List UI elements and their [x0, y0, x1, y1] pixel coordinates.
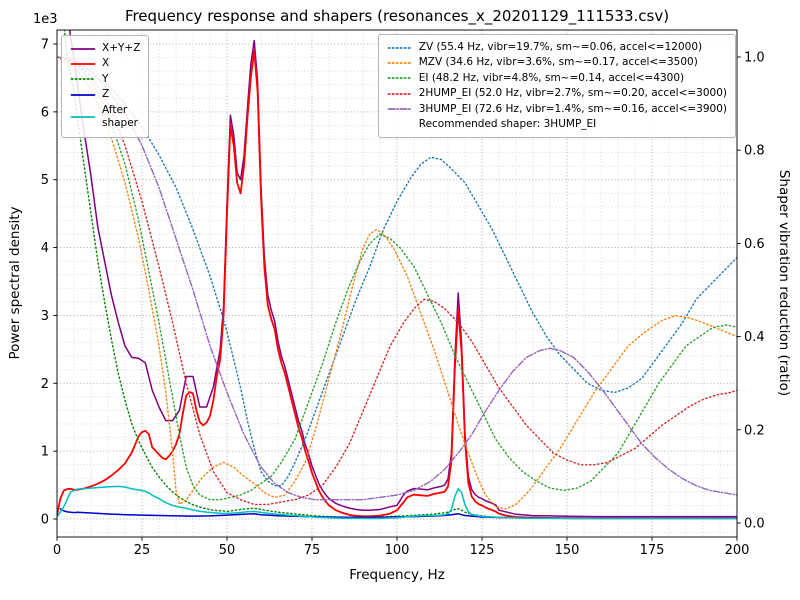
svg-text:200: 200 [725, 543, 750, 558]
svg-text:0.8: 0.8 [744, 144, 765, 159]
legend-line-z [70, 94, 96, 96]
legend-item-xyz: X+Y+Z [70, 42, 140, 56]
svg-text:7: 7 [41, 38, 49, 53]
legend-note: Recommended shaper: 3HUMP_EI [387, 118, 727, 132]
svg-text:25: 25 [134, 543, 151, 558]
legend-line-3hump-ei [387, 108, 413, 111]
series-x [57, 49, 737, 520]
y-axis-offset-label: 1e3 [33, 12, 58, 27]
legend-item-x: X [70, 57, 140, 71]
series-2hump-ei [57, 56, 737, 506]
svg-text:2: 2 [41, 377, 49, 392]
svg-text:5: 5 [41, 173, 49, 188]
psd-legend: X+Y+Z X Y Z After shaper [61, 35, 150, 138]
legend-line-x [70, 63, 96, 65]
legend-line-y [70, 78, 96, 81]
svg-text:0.4: 0.4 [744, 330, 765, 345]
svg-text:4: 4 [41, 241, 49, 256]
svg-text:0: 0 [41, 513, 49, 528]
legend-item-z: Z [70, 88, 140, 102]
svg-text:1: 1 [41, 445, 49, 460]
svg-text:6: 6 [41, 105, 49, 120]
svg-text:75: 75 [304, 543, 321, 558]
svg-text:100: 100 [385, 543, 410, 558]
legend-label: X+Y+Z [102, 41, 141, 54]
svg-text:3: 3 [41, 309, 49, 324]
chart-title: Frequency response and shapers (resonanc… [124, 7, 670, 25]
svg-text:0: 0 [53, 543, 61, 558]
svg-text:175: 175 [640, 543, 665, 558]
legend-line-after-shaper [70, 116, 96, 119]
shaper-legend: ZV (55.4 Hz, vibr=19.7%, sm~=0.06, accel… [377, 34, 736, 139]
axis-tick-labels: 0 25 50 75 100 125 150 175 200 0 1 2 3 4 5 6 7 0.0 0.2 0.4 0… [33, 12, 765, 558]
svg-text:50: 50 [219, 543, 236, 558]
legend-item-after-shaper: After shaper [70, 104, 140, 131]
legend-item-mzv: MZV (34.6 Hz, vibr=3.6%, sm~=0.17, accel… [387, 56, 727, 70]
svg-text:0.6: 0.6 [744, 237, 765, 252]
legend-line-ei [387, 77, 413, 80]
legend-label: After shaper [102, 103, 139, 130]
svg-text:0.2: 0.2 [744, 423, 765, 438]
legend-line-zv [387, 46, 413, 49]
legend-label: EI (48.2 Hz, vibr=4.8%, sm~=0.14, accel<… [418, 71, 685, 84]
legend-line-2hump-ei [387, 93, 413, 95]
axis-ticks [53, 43, 741, 541]
legend-label: MZV (34.6 Hz, vibr=3.6%, sm~=0.17, accel… [418, 56, 698, 69]
series-after-shaper [57, 485, 737, 520]
svg-text:125: 125 [470, 543, 495, 558]
legend-item-2hump-ei: 2HUMP_EI (52.0 Hz, vibr=2.7%, sm~=0.20, … [387, 87, 727, 101]
y-axis-label-left: Power spectral density [7, 206, 23, 360]
svg-text:150: 150 [555, 543, 580, 558]
legend-item-zv: ZV (55.4 Hz, vibr=19.7%, sm~=0.06, accel… [387, 41, 727, 55]
legend-label: Z [102, 88, 110, 101]
legend-line-xyz [70, 47, 96, 50]
y-axis-label-right: Shaper vibration reduction (ratio) [776, 169, 792, 397]
legend-label: 2HUMP_EI (52.0 Hz, vibr=2.7%, sm~=0.20, … [418, 87, 727, 100]
legend-note-text: Recommended shaper: 3HUMP_EI [418, 117, 597, 130]
legend-label: ZV (55.4 Hz, vibr=19.7%, sm~=0.06, accel… [418, 40, 703, 53]
series-layer [57, 30, 737, 520]
legend-label: X [102, 57, 110, 70]
series-zv [57, 56, 737, 487]
series-3hump-ei [57, 56, 737, 501]
legend-item-3hump-ei: 3HUMP_EI (72.6 Hz, vibr=1.4%, sm~=0.16, … [387, 103, 727, 117]
svg-text:1.0: 1.0 [744, 51, 765, 66]
legend-item-ei: EI (48.2 Hz, vibr=4.8%, sm~=0.14, accel<… [387, 72, 727, 86]
legend-line-mzv [387, 62, 413, 64]
svg-text:0.0: 0.0 [744, 517, 765, 532]
legend-label: 3HUMP_EI (72.6 Hz, vibr=1.4%, sm~=0.16, … [418, 102, 727, 115]
series-ei [57, 56, 737, 501]
x-axis-label: Frequency, Hz [349, 567, 445, 583]
series-mzv [57, 56, 737, 510]
series-xyz [68, 30, 737, 518]
legend-item-y: Y [70, 73, 140, 87]
legend-label: Y [102, 72, 109, 85]
